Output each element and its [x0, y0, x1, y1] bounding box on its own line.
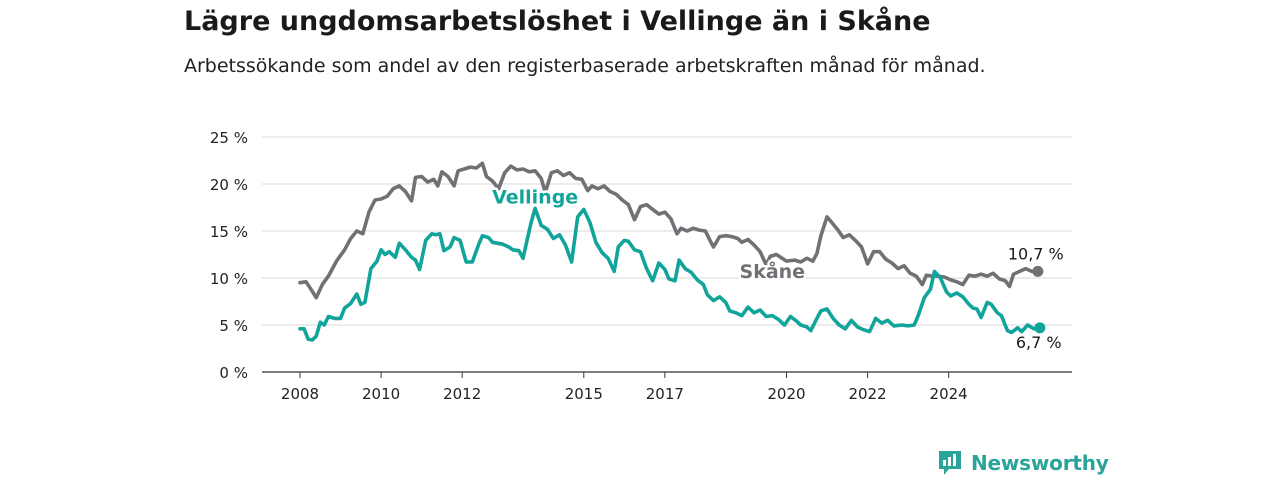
last-value-label-skane: 10,7 %: [1008, 244, 1064, 263]
y-tick-label: 20 %: [210, 176, 248, 194]
series-line-vellinge: [298, 206, 1042, 342]
x-tick-label: 2020: [767, 385, 805, 403]
end-dot-vellinge: [1034, 322, 1046, 334]
newsworthy-logo-icon: [939, 451, 961, 475]
y-tick-label: 10 %: [210, 270, 248, 288]
brand-logo: Newsworthy: [937, 448, 1109, 478]
chart-title: Lägre ungdomsarbetslöshet i Vellinge än …: [184, 6, 931, 37]
y-tick-label: 25 %: [210, 129, 248, 147]
x-tick-label: 2008: [281, 385, 319, 403]
y-tick-label: 5 %: [219, 317, 248, 335]
brand-name: Newsworthy: [971, 451, 1109, 475]
x-tick-label: 2024: [930, 385, 968, 403]
series-label-vellinge: Vellinge: [492, 187, 578, 209]
x-tick-label: 2015: [565, 385, 603, 403]
line-chart: 0 % 5 % 10 % 15 % 20 % 25 % 2008 2010 2012 2015 20…: [210, 129, 1072, 403]
x-tick-label: 2017: [646, 385, 684, 403]
y-tick-label: 15 %: [210, 223, 248, 241]
series-line-skane: [298, 161, 1040, 300]
last-value-label-vellinge: 6,7 %: [1016, 333, 1062, 352]
x-tick-label: 2010: [362, 385, 400, 403]
chart-subtitle: Arbetssökande som andel av den registerb…: [184, 55, 986, 77]
end-dot-skane: [1032, 265, 1044, 277]
series-label-skane: Skåne: [740, 259, 806, 283]
x-tick-label: 2012: [443, 385, 481, 403]
x-tick-label: 2022: [848, 385, 886, 403]
y-tick-label: 0 %: [219, 364, 248, 382]
